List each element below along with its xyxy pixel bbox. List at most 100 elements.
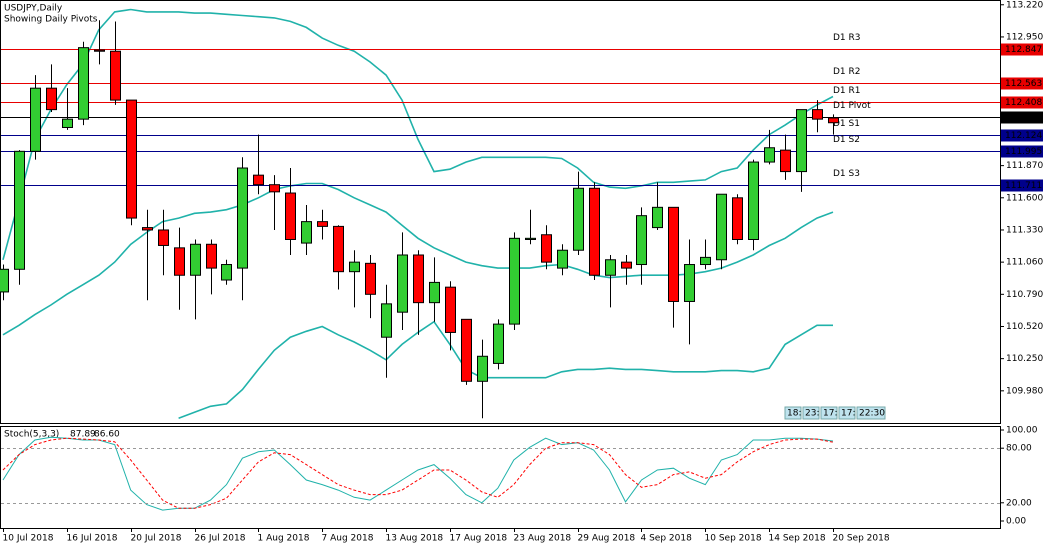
candle-body: [557, 249, 568, 269]
pivot-badge: [1001, 77, 1043, 90]
time-label: 17:: [841, 409, 855, 419]
candle-body: [748, 161, 759, 241]
x-tick-label: 29 Aug 2018: [578, 534, 636, 544]
pivot-badge: [1001, 129, 1043, 142]
time-label-box: [784, 406, 802, 420]
pivot-value: 111.711: [1005, 181, 1042, 191]
pivot-value: 111.995: [1005, 147, 1042, 157]
candle-body: [365, 262, 376, 295]
y-tick-label: 111.870: [1006, 161, 1043, 171]
candle-body: [493, 323, 504, 364]
candle-body: [269, 184, 280, 193]
x-tick-label: 13 Aug 2018: [386, 534, 444, 544]
candle-body: [142, 227, 153, 231]
y-tick-label: 110.790: [1006, 290, 1043, 300]
candle-body: [397, 254, 408, 313]
candle-body: [62, 118, 73, 128]
y-tick-label: 113.220: [1006, 0, 1043, 10]
x-tick-label: 4 Sep 2018: [641, 534, 693, 544]
candle-body: [652, 206, 663, 229]
candle-body: [190, 243, 201, 276]
pivot-label: D1 R3: [833, 33, 861, 43]
main-frame: [0, 0, 1001, 424]
candle-body: [285, 192, 296, 241]
y-tick-label: 110.520: [1006, 322, 1043, 332]
candle-body: [301, 221, 312, 244]
time-label-box: [856, 406, 886, 420]
stoch-line: [2, 436, 834, 511]
pivot-badge: [1001, 43, 1043, 56]
candle-body: [700, 256, 711, 266]
candle-body: [413, 254, 424, 304]
y-tick-label: 111.060: [1006, 258, 1043, 268]
pivot-badge: [1001, 179, 1043, 192]
pivot-label: D1 R1: [833, 86, 861, 96]
y-tick-label: 112.950: [1006, 32, 1043, 42]
candle-body: [237, 167, 248, 269]
y-tick-label: 109.980: [1006, 386, 1043, 396]
candle-body: [477, 355, 488, 382]
pivot-label: D1 Pivot: [833, 101, 871, 111]
candle-body: [668, 206, 679, 302]
pivot-badge: [1001, 111, 1043, 124]
stoch-main-value: 87.89: [70, 430, 96, 440]
chart-title: USDJPY,Daily: [4, 4, 63, 14]
candle-body: [780, 149, 791, 173]
time-label-box: [802, 406, 820, 420]
time-label-box: [838, 406, 856, 420]
candle-body: [764, 147, 775, 163]
candle-body: [253, 174, 264, 186]
candle-body: [46, 87, 57, 111]
y-tick-label: 0.00: [1006, 516, 1026, 526]
candle-body: [349, 261, 360, 273]
y-tick-label: 80.00: [1006, 444, 1032, 454]
time-label: 18:: [787, 409, 801, 419]
y-tick-label: 110.250: [1006, 354, 1043, 364]
candle-body: [0, 268, 9, 293]
y-tick-label: 100.00: [1006, 426, 1038, 436]
x-tick-label: 26 Jul 2018: [195, 534, 246, 544]
candle-body: [94, 49, 105, 52]
x-tick-label: 10 Jul 2018: [3, 534, 54, 544]
candle-body: [796, 109, 807, 173]
candle-body: [509, 237, 520, 325]
pivot-badge: [1001, 145, 1043, 158]
candle-body: [684, 264, 695, 302]
candle-body: [174, 247, 185, 276]
stoch-frame: [0, 426, 1001, 529]
x-tick-label: 16 Jul 2018: [67, 534, 118, 544]
candle-body: [126, 99, 137, 219]
pivot-badge: [1001, 96, 1043, 109]
pivot-value: 112.279: [1005, 113, 1042, 123]
candle-body: [158, 229, 169, 246]
x-tick-label: 7 Aug 2018: [322, 534, 374, 544]
y-tick-label: 111.330: [1006, 225, 1043, 235]
candle-body: [621, 261, 632, 269]
chart-subtitle: Showing Daily Pivots: [4, 15, 98, 25]
pivot-value: 112.563: [1005, 79, 1042, 89]
time-label-box: [820, 406, 838, 420]
pivot-label: D1 S3: [833, 169, 860, 179]
bollinger-band: [2, 8, 834, 261]
pivot-value: 112.408: [1005, 98, 1042, 108]
candle-body: [110, 50, 121, 101]
candle-body: [812, 109, 823, 120]
candle-body: [828, 117, 839, 124]
candle-body: [605, 259, 616, 276]
x-tick-label: 14 Sep 2018: [769, 534, 826, 544]
candle-body: [732, 197, 743, 241]
y-tick-label: 111.600: [1006, 193, 1043, 203]
candle-body: [636, 215, 647, 266]
candle-body: [429, 281, 440, 304]
pivot-label: D1 R2: [833, 67, 861, 77]
time-label: 23:: [805, 409, 819, 419]
candle-body: [525, 237, 536, 241]
candle-body: [317, 221, 328, 227]
candle-body: [14, 150, 25, 270]
pivot-label: D1 S1: [833, 119, 860, 129]
candle-body: [333, 225, 344, 273]
candle-body: [573, 187, 584, 251]
candle-body: [78, 47, 89, 120]
